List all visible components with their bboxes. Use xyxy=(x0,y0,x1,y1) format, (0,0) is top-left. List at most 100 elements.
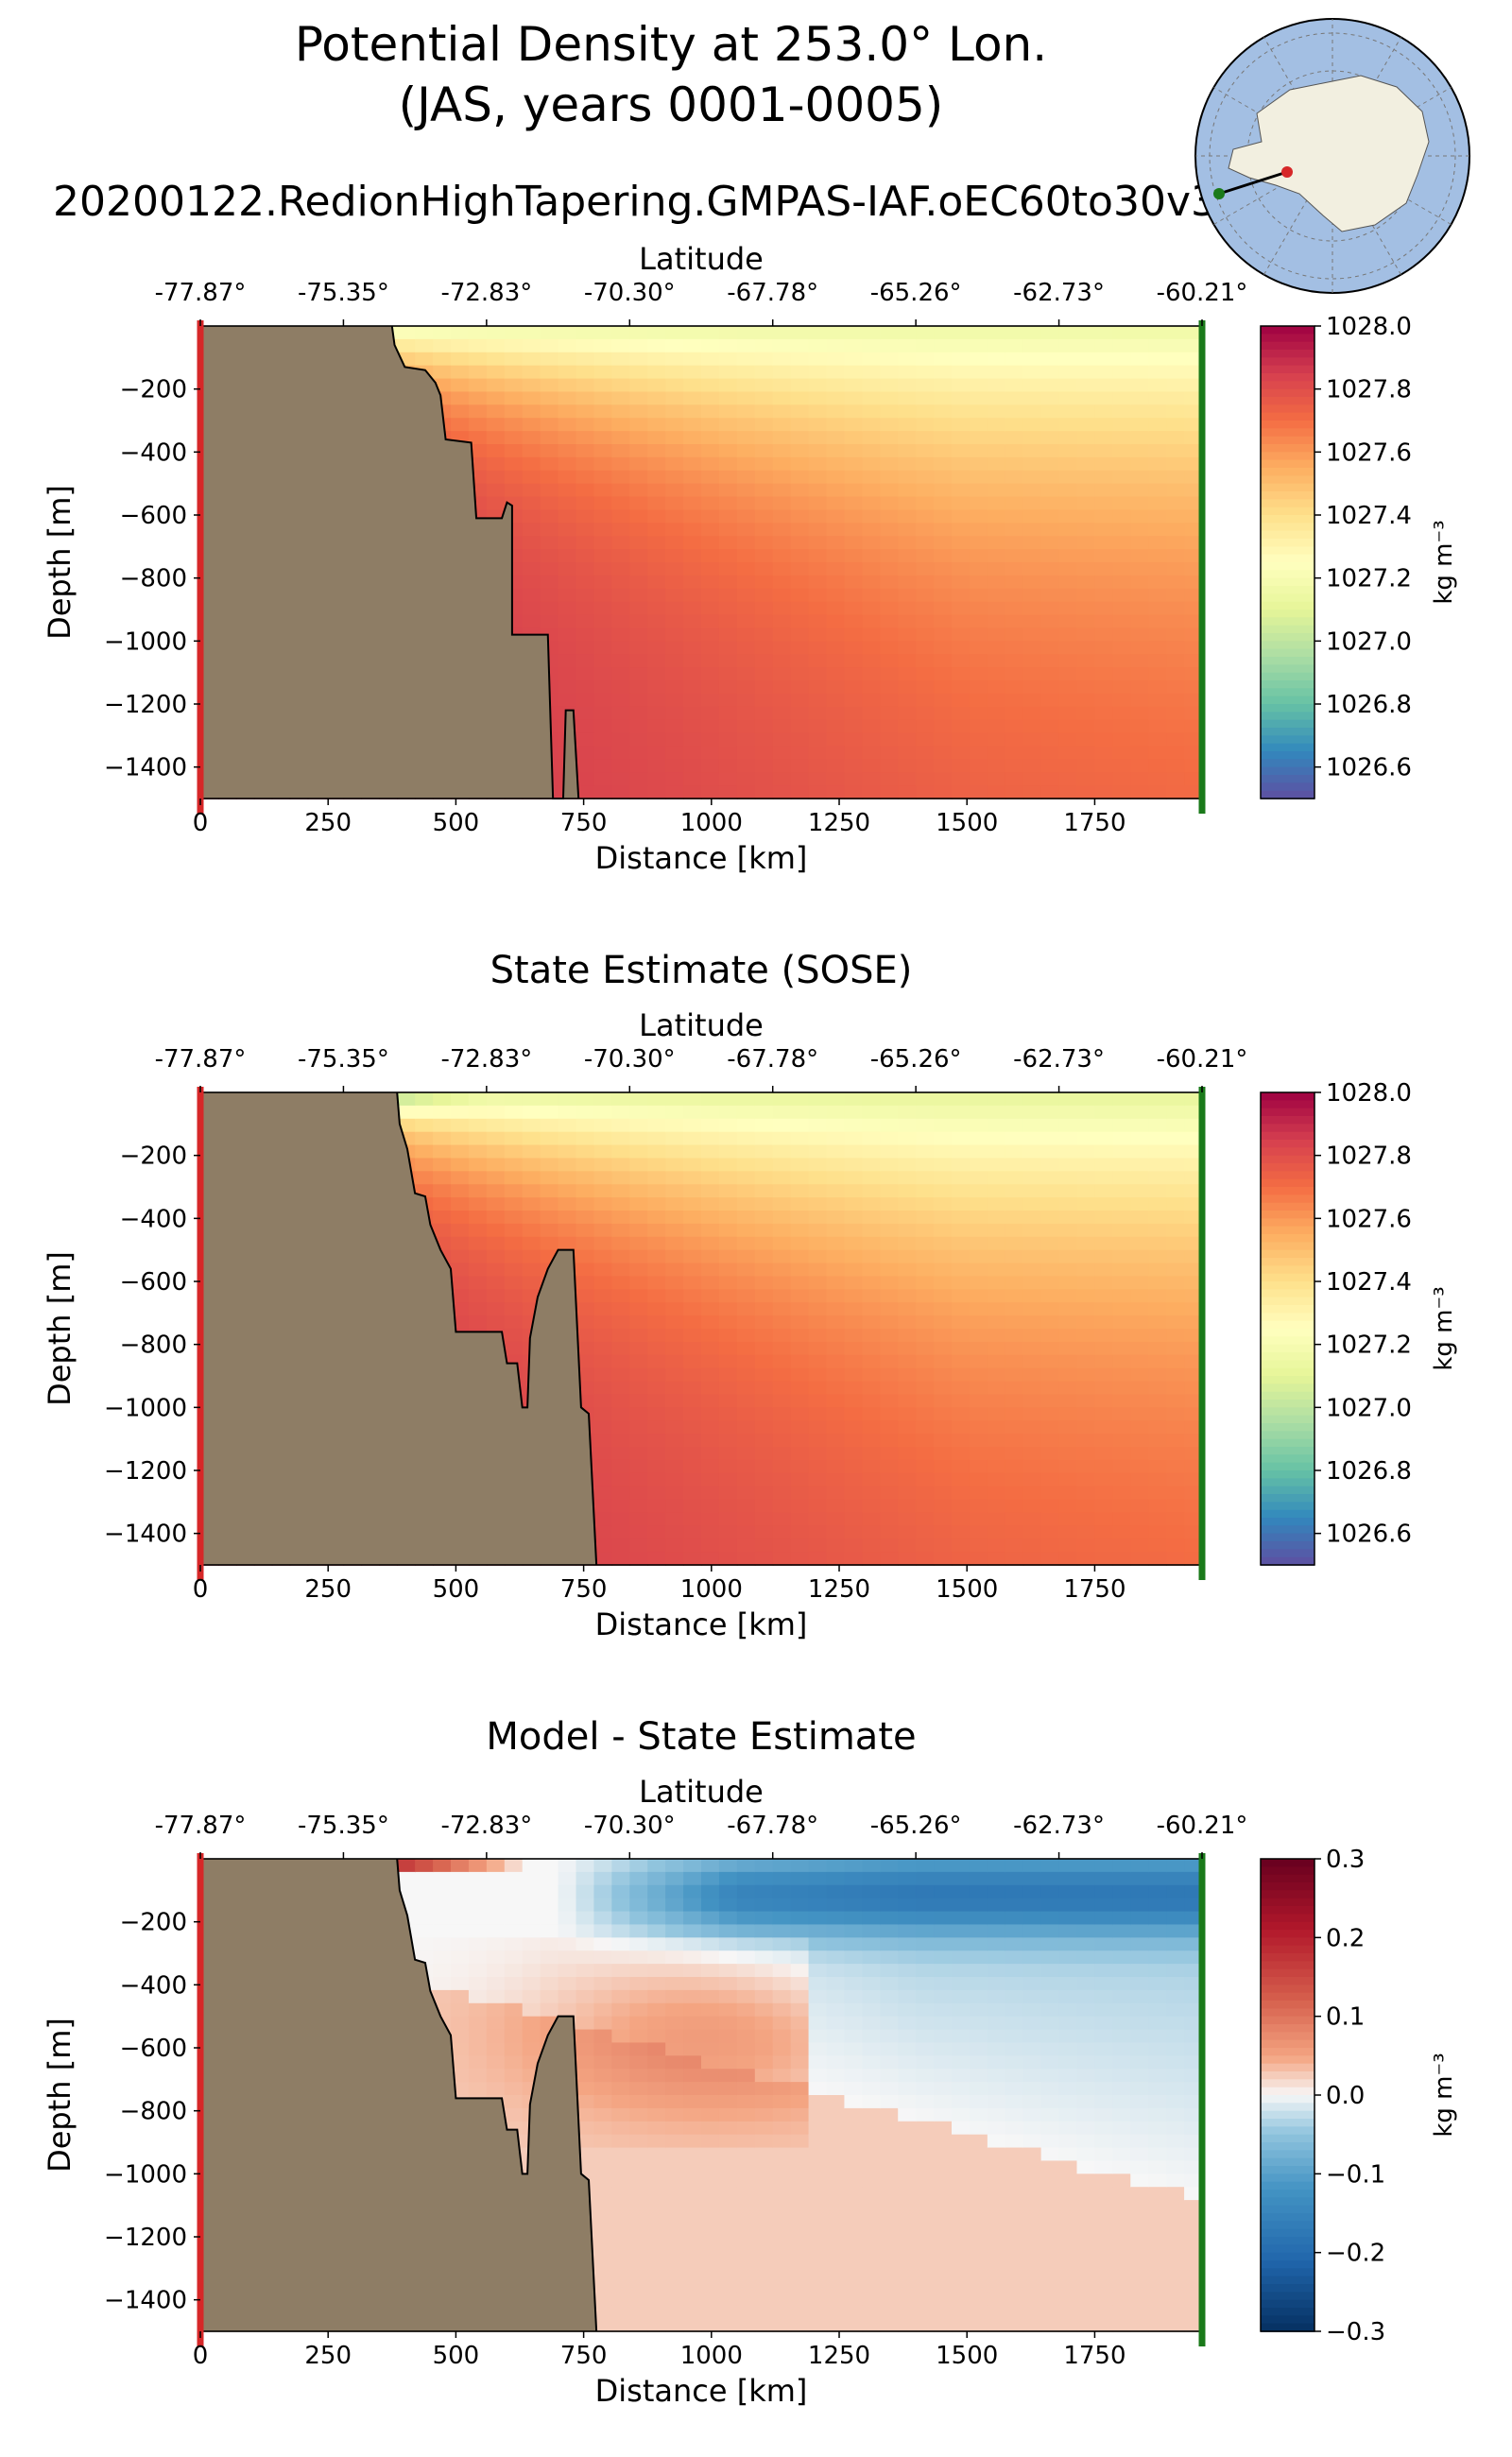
heatmap-cell xyxy=(522,575,541,590)
colorbar-segment xyxy=(1261,1116,1314,1125)
heatmap-cell xyxy=(593,1486,613,1501)
heatmap-cell xyxy=(1148,1131,1167,1146)
heatmap-cell xyxy=(611,772,631,786)
heatmap-cell xyxy=(576,746,595,761)
heatmap-cell xyxy=(1022,1197,1042,1211)
heatmap-cell xyxy=(898,1538,917,1553)
heatmap-cell xyxy=(629,1354,649,1369)
heatmap-cell xyxy=(504,1964,524,1978)
heatmap-cell xyxy=(1058,614,1078,629)
heatmap-cell xyxy=(1112,378,1132,393)
heatmap-cell xyxy=(1005,509,1024,524)
heatmap-cell xyxy=(1094,1486,1114,1501)
heatmap-cell xyxy=(790,431,810,445)
heatmap-cell xyxy=(1094,667,1114,681)
heatmap-cell xyxy=(736,772,756,786)
heatmap-cell xyxy=(593,1499,613,1514)
heatmap-cell xyxy=(522,470,541,485)
heatmap-cell xyxy=(647,1249,666,1264)
heatmap-cell xyxy=(790,759,810,774)
heatmap-cell xyxy=(987,431,1006,445)
heatmap-cell xyxy=(1040,1315,1060,1330)
colorbar-segment xyxy=(1261,680,1314,690)
heatmap-cell xyxy=(558,575,577,590)
heatmap-cell xyxy=(1130,1118,1150,1133)
colorbar-segment xyxy=(1261,1383,1314,1393)
heatmap-cell xyxy=(1076,1434,1096,1448)
heatmap-cell xyxy=(504,1950,524,1965)
heatmap-cell xyxy=(683,562,702,576)
colorbar-segment xyxy=(1261,357,1314,367)
heatmap-cell xyxy=(451,1924,470,1939)
heatmap-cell xyxy=(701,680,720,695)
heatmap-cell xyxy=(1040,1499,1060,1514)
heatmap-cell xyxy=(1022,1289,1042,1304)
heatmap-cell xyxy=(629,1249,649,1264)
heatmap-cell xyxy=(808,1171,828,1186)
heatmap-cell xyxy=(1040,772,1060,786)
colorbar-segment xyxy=(1261,350,1314,359)
heatmap-cell xyxy=(415,1131,434,1146)
heatmap-cell xyxy=(898,785,917,799)
heatmap-cell xyxy=(898,1512,917,1527)
heatmap-cell xyxy=(844,1236,864,1251)
heatmap-cell xyxy=(952,1367,971,1383)
colorbar-segment xyxy=(1261,452,1314,461)
heatmap-cell xyxy=(1148,575,1167,590)
colorbar-segment xyxy=(1261,326,1314,335)
heatmap-cell xyxy=(540,378,559,393)
heatmap-cell xyxy=(576,1197,595,1211)
heatmap-cell xyxy=(665,470,684,485)
colorbar-segment xyxy=(1261,719,1314,729)
heatmap-cell xyxy=(934,1263,953,1278)
heatmap-cell xyxy=(898,496,917,511)
heatmap-cell xyxy=(701,732,720,747)
heatmap-cell xyxy=(1148,601,1167,616)
heatmap-cell xyxy=(665,654,684,668)
heatmap-cell xyxy=(683,1472,702,1487)
heatmap-cell xyxy=(826,1263,846,1278)
heatmap-cell xyxy=(808,1158,828,1173)
heatmap-cell xyxy=(1130,549,1150,563)
heatmap-cell xyxy=(611,1131,631,1146)
heatmap-cell xyxy=(701,1315,720,1330)
heatmap-cell xyxy=(433,1211,452,1225)
heatmap-cell xyxy=(736,496,756,511)
lat-tick-label: -70.30° xyxy=(584,1045,676,1074)
heatmap-cell xyxy=(952,1158,971,1173)
heatmap-cell xyxy=(1130,418,1150,432)
heatmap-cell xyxy=(433,1171,452,1186)
colorbar-segment xyxy=(1261,1502,1314,1511)
heatmap-cell xyxy=(987,667,1006,681)
lat-tick-label: -65.26° xyxy=(870,1045,962,1074)
heatmap-cell xyxy=(880,1407,900,1422)
heatmap-cell xyxy=(772,1118,792,1133)
heatmap-cell xyxy=(736,746,756,761)
heatmap-cell xyxy=(808,1329,828,1343)
heatmap-cell xyxy=(1058,1171,1078,1186)
heatmap-cell xyxy=(987,1302,1006,1316)
heatmap-cell xyxy=(1005,1144,1024,1160)
heatmap-cell xyxy=(1112,772,1132,786)
heatmap-cell xyxy=(790,562,810,576)
heatmap-cell xyxy=(558,562,577,576)
heatmap-cell xyxy=(451,2016,470,2031)
heatmap-cell xyxy=(772,1302,792,1316)
heatmap-cell xyxy=(1130,1289,1150,1304)
heatmap-cell xyxy=(1040,1211,1060,1225)
heatmap-cell xyxy=(451,1184,470,1198)
heatmap-cell xyxy=(1094,759,1114,774)
heatmap-cell xyxy=(701,785,720,799)
heatmap-cell xyxy=(826,1434,846,1448)
heatmap-cell xyxy=(629,378,649,393)
heatmap-cell xyxy=(1094,1420,1114,1435)
heatmap-cell xyxy=(683,1512,702,1527)
heatmap-cell xyxy=(1184,588,1203,603)
heatmap-cell xyxy=(504,483,524,498)
heatmap-cell xyxy=(898,523,917,538)
heatmap-cell xyxy=(665,1144,684,1160)
heatmap-cell xyxy=(558,1158,577,1173)
heatmap-cell xyxy=(647,549,666,563)
heatmap-cell xyxy=(718,326,738,340)
heatmap-cell xyxy=(683,365,702,380)
